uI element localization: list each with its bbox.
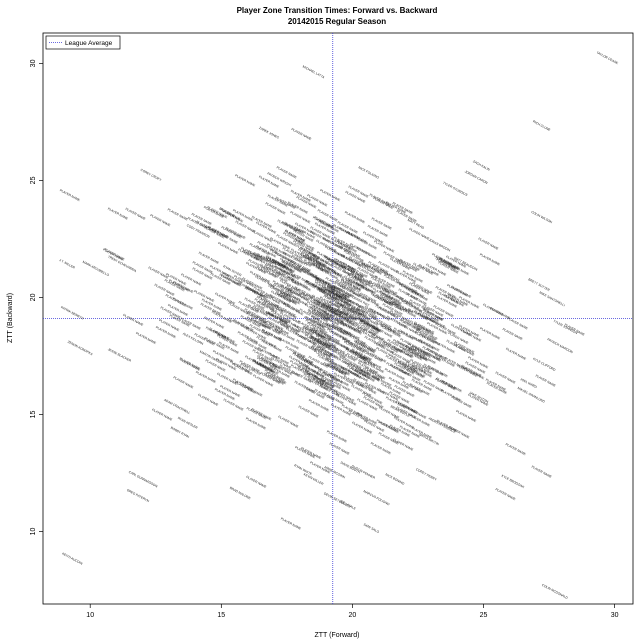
player-label: COREY PERRY [415,467,438,482]
x-tick-label: 15 [217,612,225,619]
cluster-player-label: PLAYER NAME [59,188,81,202]
y-axis-label: ZTT (Backward) [7,293,14,343]
cluster-player-label: PLAYER NAME [329,442,351,456]
cluster-player-label: PLAYER NAME [326,429,348,443]
cluster-player-label: PLAYER NAME [495,487,517,501]
player-label: BOBBY RYAN [170,426,190,439]
y-tick-label: 25 [30,176,37,184]
x-axis-ticks: 10 15 20 25 30 [86,604,619,619]
player-label: KYLE CLIFFORD [532,357,557,373]
cluster-player-label: PLAYER NAME [149,213,171,227]
player-label: MIKAEL GRANLUND [517,386,546,404]
cluster-player-label: PLAYER NAME [198,251,220,265]
cluster-player-label: PLAYER NAME [392,438,414,452]
player-label: MICHAEL LATTA [302,64,326,79]
cluster-player-label: PLAYER NAME [408,227,430,241]
x-axis-label: ZTT (Forward) [315,632,360,639]
x-tick-label: 20 [349,612,357,619]
player-label: DEVIN SETOGUCHI [323,491,351,508]
legend: League Average [45,35,121,50]
cluster-player-label: PLAYER NAME [479,252,501,266]
cluster-player-label: PLAYER NAME [455,409,477,423]
y-tick-label: 30 [30,59,37,67]
cluster-player-label: PLAYER NAME [535,374,557,388]
cluster-player-label: PLAYER NAME [167,207,189,221]
player-label: JESSE BLACKER [107,347,132,363]
cluster-player-label: PLAYER NAME [291,127,313,141]
cluster-player-label: PLAYER NAME [179,357,201,371]
player-label: RYAN KESLER [177,416,199,430]
player-label: JONAS BRODIN [428,238,452,253]
cluster-player-label: PLAYER NAME [245,475,267,489]
cluster-player-label: PLAYER NAME [505,442,527,456]
x-tick-label: 25 [480,612,488,619]
player-label: ZENON KONOPKA [67,340,94,357]
player-label: MARCUS FOLIGNO [363,489,391,506]
cluster-player-label: PLAYER NAME [298,405,320,419]
cluster-player-label: PLAYER NAME [151,408,173,422]
player-label: BRETT SUTTER [528,277,552,292]
cluster-player-label: PLAYER NAME [502,327,524,341]
player-label: KEITH AUCOIN [61,552,83,566]
player-label: JORDAN CARON [464,169,489,185]
player-label: BRAD MALONE [229,486,251,500]
player-label: J.T. MILLER [58,258,76,270]
cluster-player-label: PLAYER NAME [531,465,553,479]
player-label: GREG PATERYN [126,488,150,503]
cluster-player-label: PLAYER NAME [197,393,219,407]
player-label: NICK BONINO [385,472,406,486]
player-label: SAMI SALO [363,522,381,534]
player-label: TAYLOR CEASE [596,50,619,65]
player-label: KEVIN MILLER [303,472,325,486]
x-tick-label: 30 [611,612,619,619]
y-axis-ticks: 10 15 20 25 30 [30,59,43,535]
player-label: KYLE BRODZIAK [501,474,526,490]
x-tick-label: 10 [86,612,94,619]
chart-subtitle: 20142015 Regular Season [288,17,386,26]
cluster-player-label: PLAYER NAME [173,375,195,389]
player-label: RICH CLUNE [532,119,551,132]
y-tick-label: 10 [30,527,37,535]
cluster-player-label: PLAYER NAME [277,415,299,429]
player-label: COREY CROFT [140,168,162,182]
player-label: ZACH KALIN [472,159,491,172]
player-label: ZAREK JONES [258,126,279,140]
cluster-player-label: PLAYER NAME [370,441,392,455]
cluster-player-label: PLAYER NAME [135,331,157,345]
player-label: ADAM CRACKNELL [163,398,191,415]
player-label: TYLER STURDIUS [442,181,468,197]
cluster-player-label: PLAYER NAME [214,292,236,306]
player-label: COLIN MCDONALD [541,583,569,600]
cluster-player-label: PLAYER NAME [122,313,144,327]
cluster-player-label: PLAYER NAME [505,347,527,361]
legend-entry-league-average: League Average [65,40,113,47]
y-tick-label: 20 [30,293,37,301]
y-tick-label: 15 [30,410,37,418]
player-label: CARL GUNNARSSON [128,470,159,489]
player-label: COLIN WILSON [530,210,553,225]
player-label: PATRICK MAROON [547,337,575,354]
cluster-player-label: PLAYER NAME [344,210,366,224]
player-label: MARK ARCOBELLO [82,260,110,278]
player-label: JOE VITALE [339,499,357,511]
cluster-player-label: PLAYER NAME [125,207,147,221]
cluster-player-label: PLAYER NAME [280,517,302,531]
player-label: NICK FOLIGNO [358,165,381,180]
cluster-player-label: PLAYER NAME [478,237,500,251]
chart-title: Player Zone Transition Times: Forward vs… [237,6,438,15]
player-label: ERIC FEHR [219,207,237,219]
cluster-player-label: PLAYER NAME [234,173,256,187]
player-label: MIKE SANTORELLI [539,290,566,307]
legend-box [45,35,121,50]
cluster-player-label: PLAYER NAME [195,370,217,384]
league-average-lines [43,33,633,604]
